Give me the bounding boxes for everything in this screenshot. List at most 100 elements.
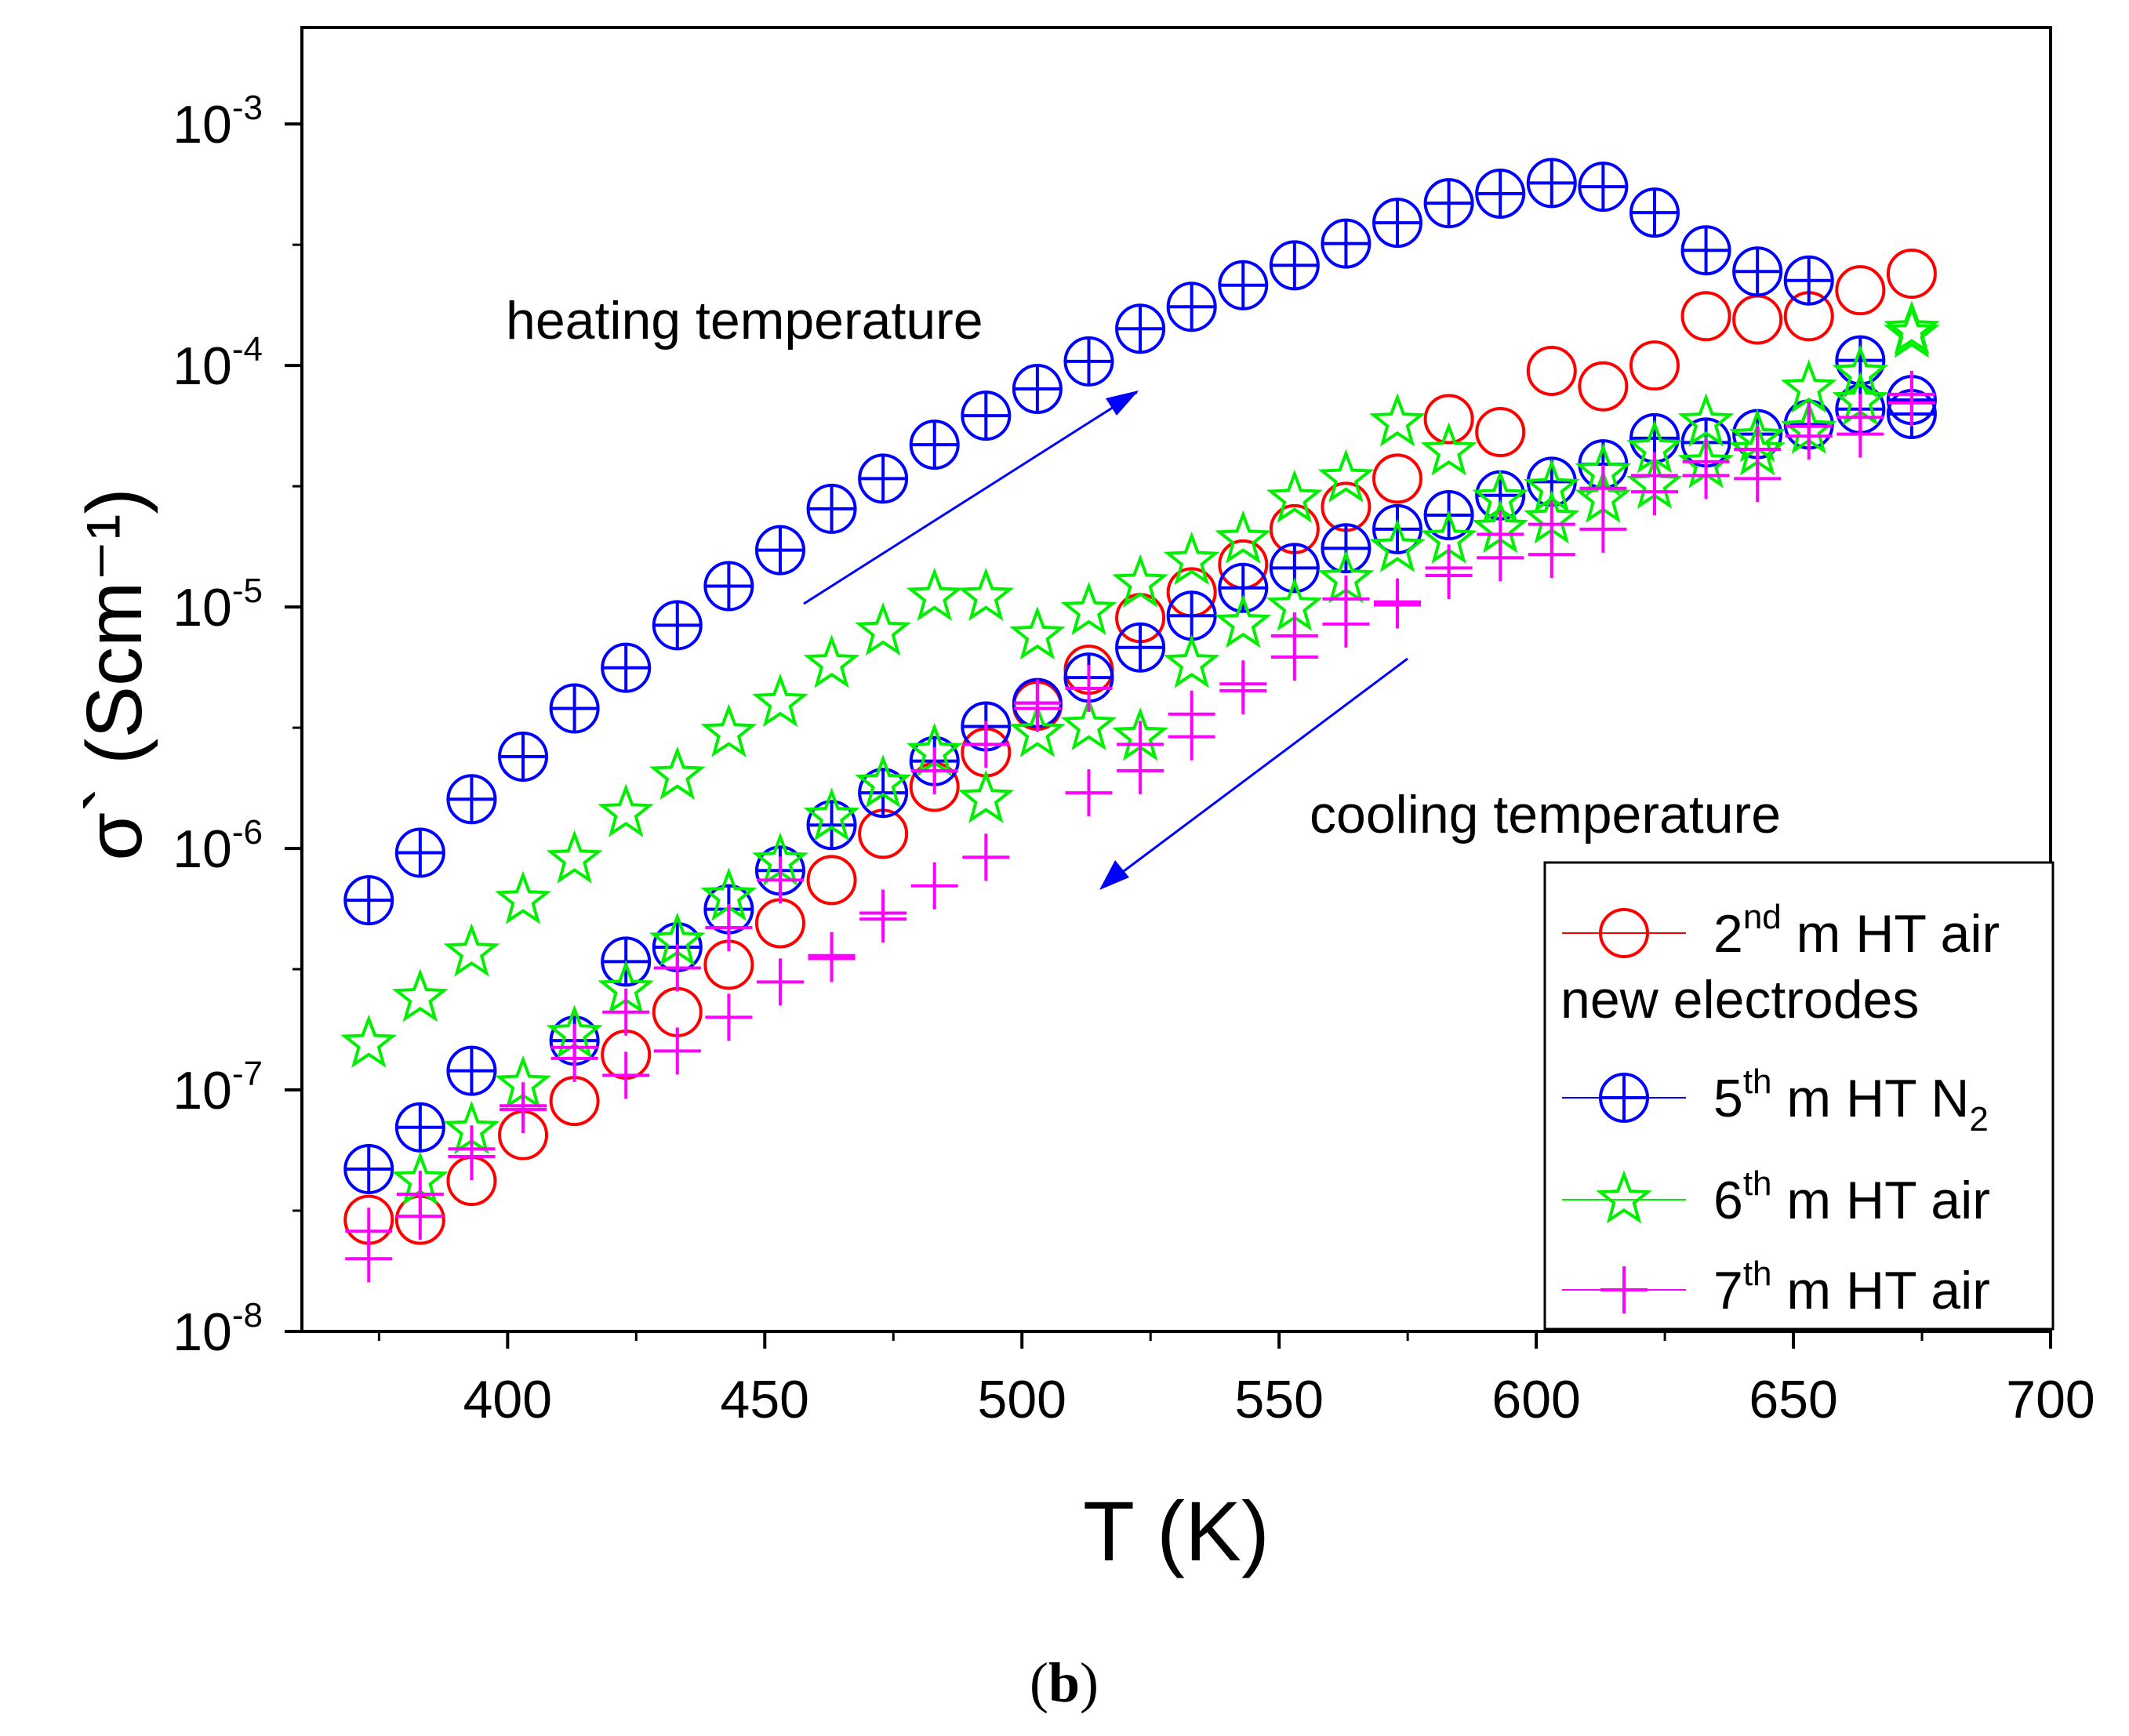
legend-marker (1596, 1170, 1652, 1224)
data-point (498, 731, 549, 782)
data-point (649, 746, 706, 800)
legend-item: 6th m HT air (1562, 1164, 1990, 1230)
legend-marker (1599, 908, 1649, 958)
data-point (653, 944, 701, 992)
data-point (910, 862, 958, 910)
axis-ticks: 400 450 500 550 600 650 700 10-8 10-7 10-6 10-5 10-… (173, 89, 2095, 1429)
x-tick-label: 700 (2006, 1370, 2094, 1429)
data-point (1785, 402, 1833, 450)
data-point (446, 774, 497, 825)
x-tick-label: 600 (1491, 1370, 1580, 1429)
data-point (448, 1132, 496, 1180)
data-point (1166, 281, 1217, 332)
data-point (1734, 425, 1782, 473)
data-point (1215, 510, 1272, 564)
data-point (652, 600, 703, 651)
x-tick-label: 550 (1234, 1370, 1323, 1429)
data-point (906, 567, 963, 621)
data-point (1269, 543, 1320, 594)
data-point (909, 419, 960, 470)
data-point (957, 567, 1015, 621)
data-point (343, 875, 394, 926)
data-point (1009, 703, 1066, 757)
data-point (1578, 361, 1629, 412)
data-point (1832, 344, 1889, 398)
data-point (1629, 187, 1680, 238)
figure-caption: (b) (1030, 1651, 1099, 1714)
data-point (806, 800, 857, 851)
data-point (1884, 300, 1940, 354)
data-point (859, 889, 907, 937)
cooling-arrowhead (1099, 860, 1129, 890)
data-point (598, 783, 655, 837)
data-point (910, 746, 958, 794)
y-tick-label: 10-6 (173, 813, 263, 879)
cooling-annotation: cooling temperature (1099, 657, 1781, 890)
data-point (602, 1051, 650, 1099)
data-point (1270, 612, 1318, 659)
x-axis-title: T (K) (1083, 1484, 1270, 1578)
legend: 2nd m HT air 5th m HT N2 6th m HT air 7th m… (1543, 861, 2055, 1331)
data-point (1579, 464, 1627, 512)
data-point (1629, 340, 1680, 391)
data-point (1063, 336, 1114, 387)
y-tick-label: 10-7 (173, 1055, 263, 1120)
data-point (1009, 606, 1066, 660)
data-point (1321, 523, 1371, 574)
data-point (1732, 246, 1783, 297)
data-point (754, 525, 805, 576)
data-point (1013, 685, 1061, 732)
data-point (1372, 453, 1423, 504)
data-point (1372, 198, 1423, 249)
data-point (1266, 469, 1323, 523)
x-tick-label: 650 (1749, 1370, 1837, 1429)
data-point (1012, 363, 1063, 414)
data-point (549, 683, 600, 734)
data-point (1472, 469, 1528, 523)
data-point (803, 787, 860, 841)
data-point (962, 833, 1010, 881)
data-point (602, 988, 650, 1036)
data-point (1780, 359, 1837, 413)
data-point (1526, 346, 1577, 397)
legend-label: 5th m HT N2 (1713, 1062, 1989, 1139)
heating-arrowhead (1106, 390, 1139, 416)
data-point (1317, 449, 1375, 503)
data-point (957, 769, 1015, 823)
series-4 (345, 370, 1935, 1283)
data-point (1168, 690, 1215, 738)
data-point (752, 673, 808, 728)
data-point (700, 703, 758, 757)
data-point (1117, 721, 1164, 768)
legend-item: 2nd m HT air (1562, 898, 2000, 964)
data-point (394, 827, 445, 878)
data-point (1528, 500, 1575, 548)
data-point (1372, 503, 1423, 554)
data-point (858, 453, 909, 504)
data-point (1115, 622, 1166, 673)
data-point (1065, 664, 1113, 712)
x-tick-label: 400 (463, 1370, 552, 1429)
data-point (343, 1144, 394, 1195)
heating-arrow (803, 390, 1138, 605)
data-point (705, 904, 753, 952)
data-point (1526, 158, 1577, 209)
data-point (1218, 562, 1269, 613)
data-point (1322, 575, 1370, 623)
data-point (1115, 303, 1166, 354)
data-point (495, 870, 551, 924)
legend-item: 7th m HT air (1562, 1255, 1990, 1320)
data-point (1112, 554, 1168, 608)
data-point (391, 968, 449, 1022)
y-tick-label: 10-4 (173, 330, 263, 396)
data-point (855, 754, 912, 808)
data-point (962, 721, 1010, 768)
y-tick-label: 10-5 (173, 572, 263, 637)
data-point (1166, 590, 1217, 641)
legend-note: new electrodes (1560, 970, 1919, 1030)
data-point (961, 390, 1012, 441)
data-point (1886, 249, 1937, 300)
y-tick-label: 10-3 (173, 89, 263, 154)
data-point (443, 923, 500, 977)
